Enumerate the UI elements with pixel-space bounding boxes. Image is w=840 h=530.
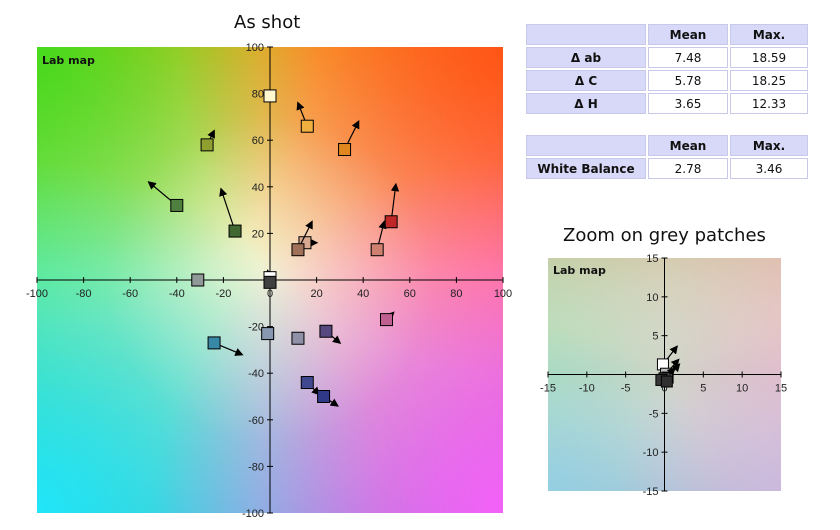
main-x-tick-label: -60: [122, 288, 138, 300]
main-color-patch: [200, 138, 214, 152]
main-color-patch: [170, 198, 184, 212]
header-mean: Mean: [648, 135, 728, 156]
main-x-tick-label: -100: [26, 288, 48, 300]
main-color-patch: [300, 119, 314, 133]
table-row: White Balance 2.78 3.46: [526, 158, 808, 179]
main-y-tick-label: -40: [248, 368, 264, 380]
zoom-y-tick-label: -5: [649, 408, 659, 420]
header-max: Max.: [730, 24, 808, 45]
cell-max: 3.46: [730, 158, 808, 179]
main-color-patch: [263, 89, 277, 103]
row-label-delta-h: Δ H: [526, 93, 646, 114]
cell-mean: 5.78: [648, 70, 728, 91]
main-map-label: Lab map: [42, 54, 95, 67]
header-blank-cell: [526, 24, 646, 45]
zoom-x-tick-label: -15: [540, 383, 556, 395]
row-label-delta-c: Δ C: [526, 70, 646, 91]
zoom-x-tick-label: -10: [579, 383, 595, 395]
cell-max: 18.25: [730, 70, 808, 91]
main-x-tick-label: -20: [215, 288, 231, 300]
zoom-color-patch: [660, 375, 673, 388]
cell-mean: 3.65: [648, 93, 728, 114]
main-color-patch: [384, 215, 398, 229]
main-color-patch: [338, 143, 352, 157]
main-y-tick-label: -60: [248, 415, 264, 427]
main-color-patch: [207, 336, 221, 350]
main-color-patch: [263, 275, 277, 289]
table-row: Δ C 5.78 18.25: [526, 70, 808, 91]
zoom-x-tick-label: 15: [775, 383, 787, 395]
main-x-tick-label: -40: [169, 288, 185, 300]
zoom-y-tick-label: 10: [646, 292, 658, 304]
table-header-row: Mean Max.: [526, 135, 808, 156]
zoom-y-tick-label: -10: [643, 447, 659, 459]
header-blank-cell: [526, 135, 646, 156]
main-y-tick-label: 20: [252, 228, 264, 240]
main-shift-arrow: [219, 187, 236, 232]
zoom-chart-title: Zoom on grey patches: [563, 225, 766, 246]
table-row: Δ ab 7.48 18.59: [526, 47, 808, 68]
main-color-patch: [191, 273, 205, 287]
main-y-tick-label: 60: [252, 135, 264, 147]
table-row: Δ H 3.65 12.33: [526, 93, 808, 114]
zoom-y-tick-label: -15: [643, 486, 659, 498]
main-x-tick-label: 0: [267, 288, 273, 300]
main-color-patch: [228, 224, 242, 238]
main-y-tick-label: 100: [246, 42, 264, 54]
main-color-patch: [319, 324, 333, 338]
main-color-patch: [380, 313, 393, 327]
cell-mean: 2.78: [648, 158, 728, 179]
main-color-patch: [317, 390, 331, 403]
zoom-x-tick-label: 0: [661, 383, 667, 395]
main-x-tick-label: 20: [310, 288, 322, 300]
header-mean: Mean: [648, 24, 728, 45]
main-y-tick-label: -20: [248, 322, 264, 334]
zoom-y-tick-label: 5: [652, 331, 658, 343]
zoom-x-tick-label: 5: [700, 383, 706, 395]
main-color-patch: [261, 327, 275, 341]
color-error-table: Mean Max. Δ ab 7.48 18.59 Δ C 5.78 18.25…: [524, 22, 810, 116]
zoom-data-points: [655, 345, 681, 388]
main-chart-title: As shot: [234, 12, 301, 33]
main-y-tick-label: -100: [242, 508, 264, 520]
main-color-patch: [291, 331, 305, 345]
main-color-patch: [370, 243, 384, 257]
main-x-tick-label: 40: [357, 288, 369, 300]
main-y-tick-label: 80: [252, 89, 264, 101]
main-color-patch: [291, 243, 305, 257]
zoom-x-tick-label: 10: [736, 383, 748, 395]
header-max: Max.: [730, 135, 808, 156]
row-label-delta-ab: Δ ab: [526, 47, 646, 68]
cell-max: 18.59: [730, 47, 808, 68]
zoom-map-label: Lab map: [553, 264, 606, 277]
white-balance-table: Mean Max. White Balance 2.78 3.46: [524, 133, 810, 181]
cell-mean: 7.48: [648, 47, 728, 68]
main-x-tick-label: 100: [494, 288, 512, 300]
cell-max: 12.33: [730, 93, 808, 114]
zoom-y-tick-label: 15: [646, 253, 658, 265]
main-y-tick-label: 40: [252, 182, 264, 194]
main-color-patch: [300, 376, 314, 390]
table-header-row: Mean Max.: [526, 24, 808, 45]
main-y-tick-label: -80: [248, 461, 264, 473]
main-x-tick-label: -80: [76, 288, 92, 300]
zoom-x-tick-label: -5: [621, 383, 631, 395]
row-label-white-balance: White Balance: [526, 158, 646, 179]
main-x-tick-label: 60: [404, 288, 416, 300]
main-data-points: [147, 89, 400, 407]
main-x-tick-label: 80: [450, 288, 462, 300]
